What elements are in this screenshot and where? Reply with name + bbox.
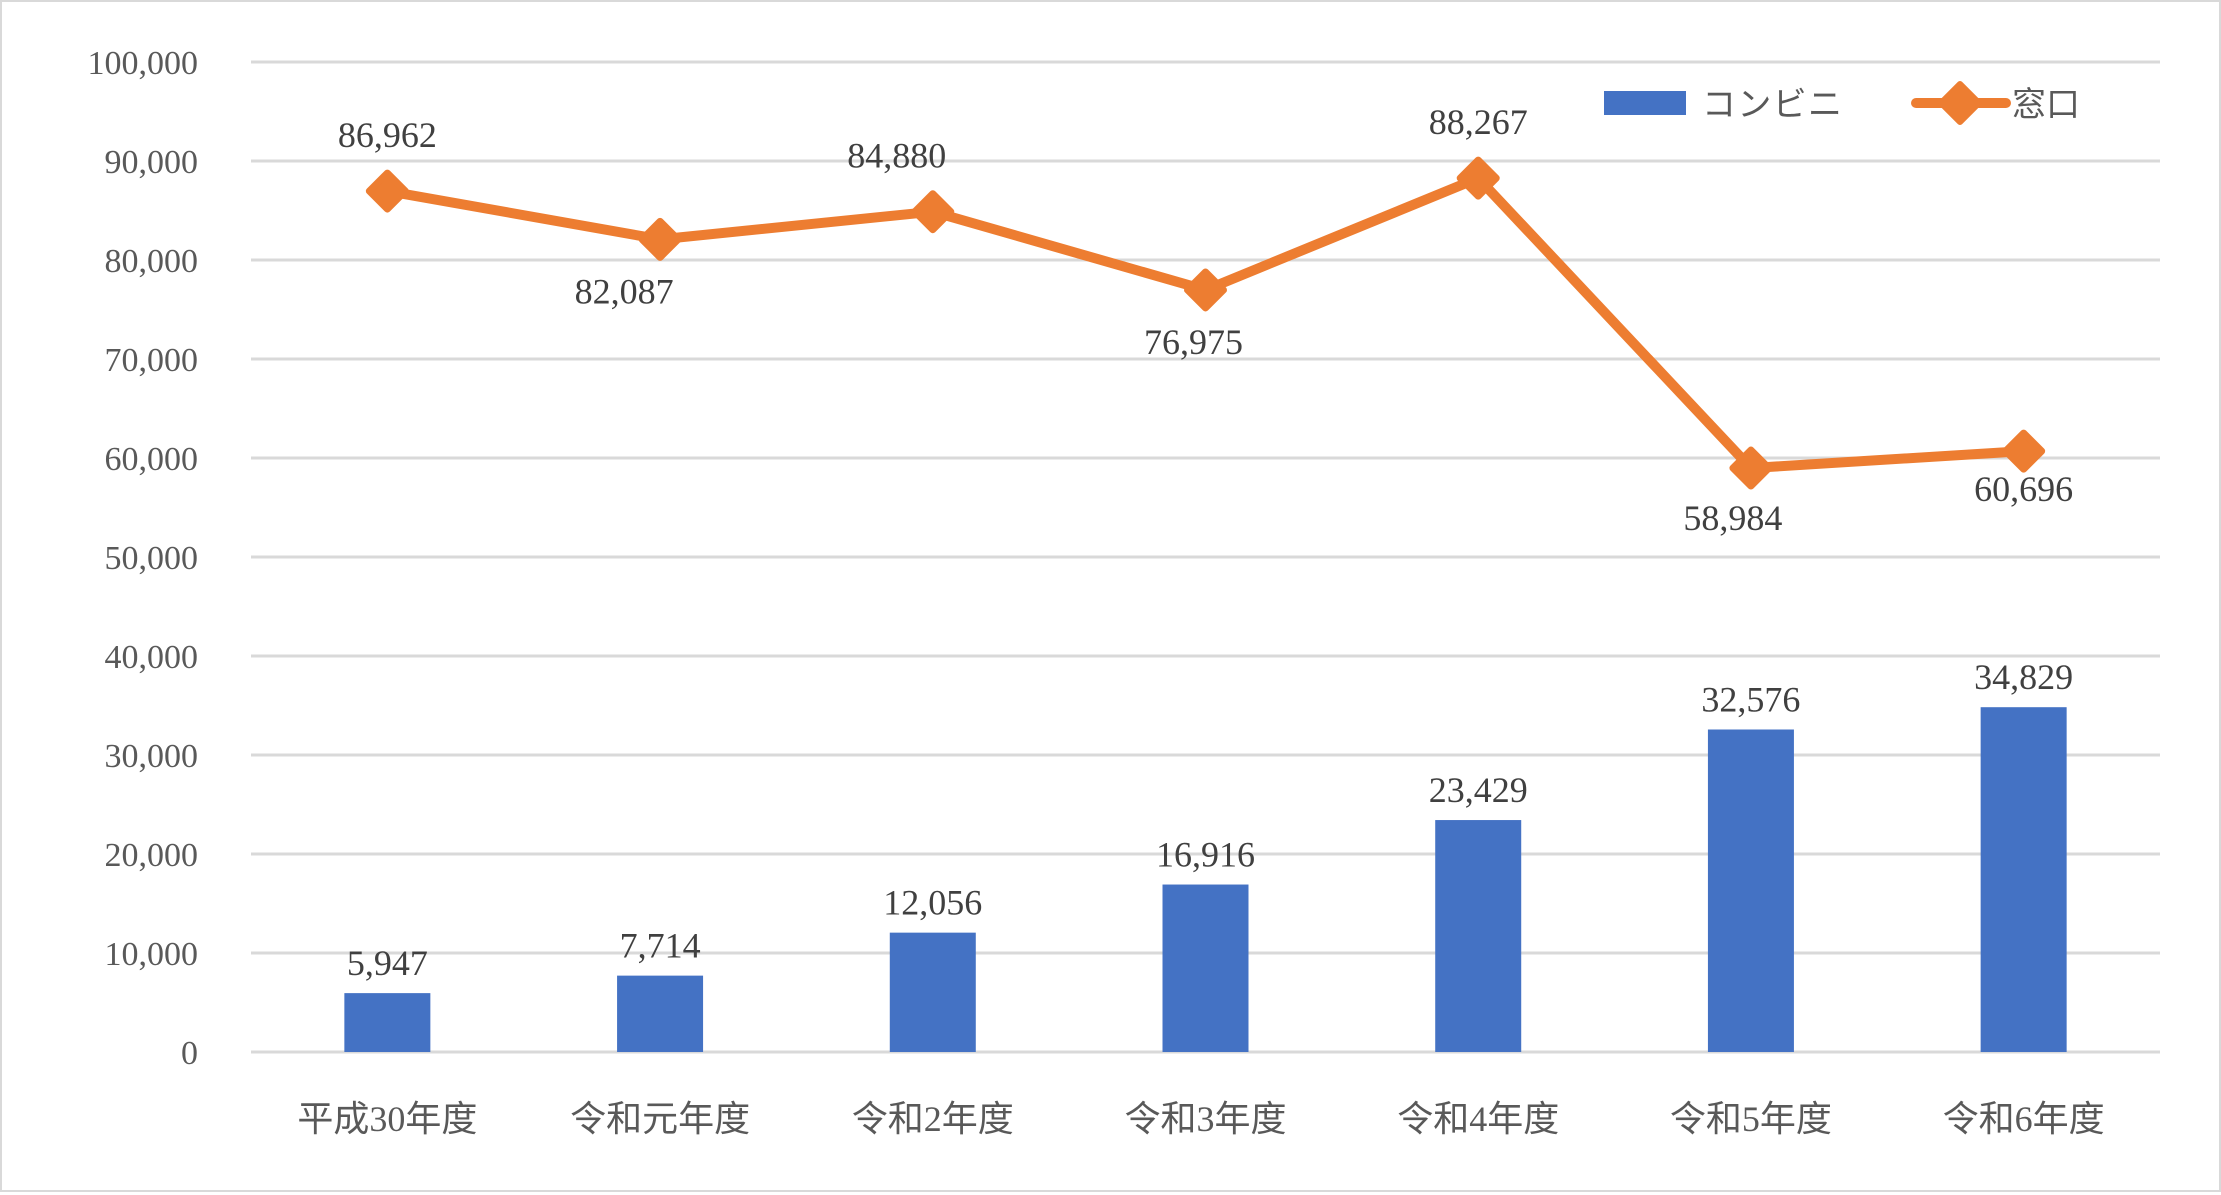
diamond-marker-icon	[638, 217, 682, 261]
y-tick-label: 40,000	[105, 639, 199, 676]
y-tick-label: 50,000	[105, 540, 199, 577]
y-tick-label: 80,000	[105, 243, 199, 280]
y-tick-label: 20,000	[105, 837, 199, 874]
legend-swatch-madoguchi-icon	[1911, 81, 2011, 125]
bar-data-label: 5,947	[347, 943, 428, 983]
legend-swatch-konbini-icon	[1604, 91, 1686, 115]
line-data-label: 82,087	[575, 271, 674, 311]
bar-data-label: 23,429	[1429, 770, 1528, 810]
x-category-label: 令和3年度	[1124, 1099, 1286, 1139]
bar	[1980, 707, 2067, 1052]
diamond-marker-icon	[1729, 446, 1773, 490]
diamond-marker-icon	[911, 190, 955, 234]
y-tick-label: 60,000	[105, 441, 199, 478]
y-tick-label: 30,000	[105, 738, 199, 775]
line-data-label: 76,975	[1144, 322, 1243, 362]
line-data-label: 88,267	[1429, 102, 1528, 142]
line-series-madoguchi: 86,962 82,087 84,880 76,975 88,267 58,984 60,6…	[338, 102, 2073, 538]
x-category-label: 令和5年度	[1670, 1099, 1832, 1139]
bar	[344, 993, 431, 1052]
bar-data-label: 34,829	[1974, 657, 2073, 697]
x-category-label: 令和4年度	[1397, 1099, 1559, 1139]
y-tick-label: 10,000	[105, 936, 199, 973]
y-tick-label: 0	[181, 1035, 198, 1072]
line-data-label: 84,880	[847, 136, 946, 176]
line-data-label: 60,696	[1974, 469, 2073, 509]
legend: コンビニ 窓口	[1604, 81, 2080, 125]
bar	[889, 932, 976, 1052]
line-data-label: 86,962	[338, 115, 437, 155]
x-axis-labels: 平成30年度 令和元年度 令和2年度 令和3年度 令和4年度 令和5年度 令和6年度	[297, 1099, 2104, 1139]
diamond-marker-icon	[2002, 429, 2046, 473]
bar	[1707, 729, 1794, 1052]
legend-label-konbini: コンビニ	[1702, 87, 1842, 124]
bar-data-label: 7,714	[620, 926, 701, 966]
bar-data-label: 12,056	[883, 883, 982, 923]
legend-label-madoguchi: 窓口	[2012, 86, 2080, 124]
bar	[1435, 820, 1522, 1052]
x-category-label: 令和2年度	[852, 1099, 1014, 1139]
y-tick-label: 70,000	[105, 342, 199, 379]
bar	[1162, 884, 1249, 1052]
bar-data-label: 32,576	[1701, 679, 1800, 719]
y-tick-label: 90,000	[105, 144, 199, 181]
bar-series-konbini: 5,947 7,714 12,056 16,916 23,429 32,576 34,829	[344, 657, 2073, 1052]
bar-data-label: 16,916	[1156, 835, 1255, 875]
x-category-label: 令和元年度	[570, 1099, 750, 1139]
diamond-marker-icon	[1184, 268, 1227, 312]
diamond-marker-icon	[365, 169, 409, 213]
line-data-label: 58,984	[1683, 498, 1782, 538]
y-tick-label: 100,000	[88, 45, 199, 82]
y-axis-labels: 0 10,000 20,000 30,000 40,000 50,000 60,000 70,…	[88, 45, 199, 1072]
diamond-marker-icon	[1456, 156, 1500, 200]
gridlines	[251, 60, 2160, 1054]
x-category-label: 令和6年度	[1943, 1099, 2105, 1139]
x-category-label: 平成30年度	[297, 1099, 477, 1139]
bar	[617, 975, 704, 1052]
